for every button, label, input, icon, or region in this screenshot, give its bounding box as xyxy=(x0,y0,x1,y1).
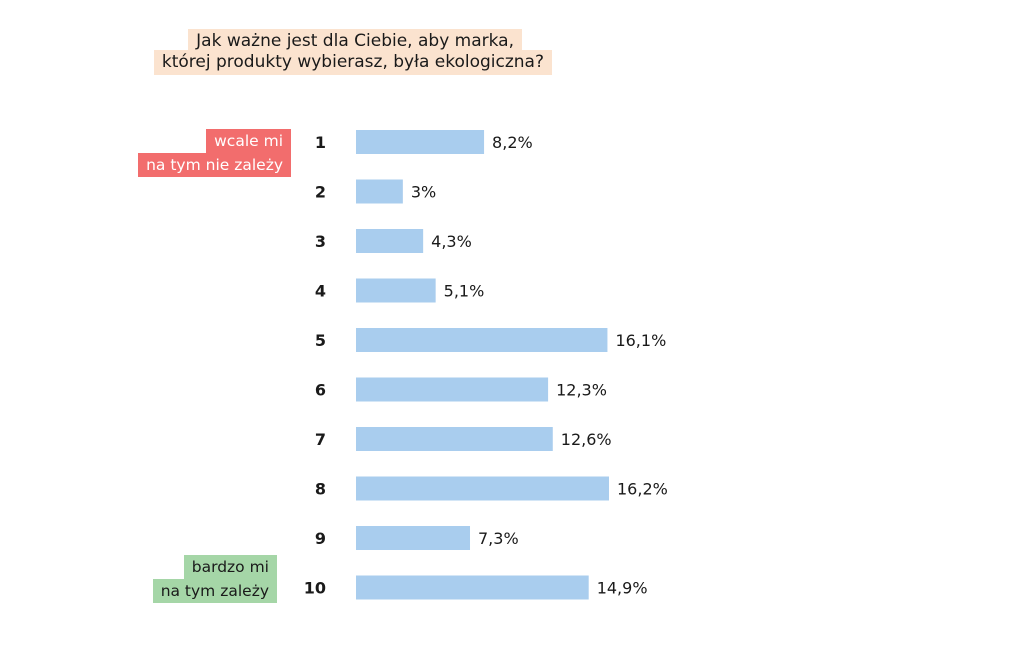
category-label: 3 xyxy=(315,232,326,251)
category-label: 7 xyxy=(315,430,326,449)
bar xyxy=(356,526,471,550)
value-label: 8,2% xyxy=(492,133,533,152)
value-label: 3% xyxy=(411,183,436,202)
bar xyxy=(356,229,424,253)
scale-high-label-line-1: bardzo mi xyxy=(183,555,277,579)
chart-title-line-1: Jak ważne jest dla Ciebie, aby marka, xyxy=(188,29,522,54)
value-label: 4,3% xyxy=(431,232,472,251)
bar xyxy=(356,575,589,600)
bar xyxy=(356,179,403,204)
category-label: 9 xyxy=(315,529,326,548)
category-label: 2 xyxy=(315,183,326,202)
category-label: 5 xyxy=(315,331,326,350)
category-label: 1 xyxy=(315,133,326,152)
scale-low-label-line-2: na tym nie zależy xyxy=(138,153,291,177)
value-label: 12,3% xyxy=(556,381,607,400)
scale-high-label-line-2: na tym zależy xyxy=(152,579,277,603)
category-label: 8 xyxy=(315,480,326,499)
bar xyxy=(356,328,608,352)
value-label: 12,6% xyxy=(561,430,612,449)
bar xyxy=(356,130,485,154)
scale-low-label-line-1: wcale mi xyxy=(206,129,291,153)
value-label: 16,1% xyxy=(615,331,666,350)
category-label: 10 xyxy=(304,579,326,598)
bar xyxy=(356,427,553,451)
value-label: 7,3% xyxy=(478,529,519,548)
bar xyxy=(356,278,436,303)
chart-title-line-2: której produkty wybierasz, była ekologic… xyxy=(153,50,552,75)
category-label: 6 xyxy=(315,381,326,400)
value-label: 5,1% xyxy=(444,282,485,301)
value-label: 16,2% xyxy=(617,480,668,499)
bar xyxy=(356,476,609,501)
value-label: 14,9% xyxy=(597,579,648,598)
bar xyxy=(356,377,549,402)
category-label: 4 xyxy=(315,282,326,301)
